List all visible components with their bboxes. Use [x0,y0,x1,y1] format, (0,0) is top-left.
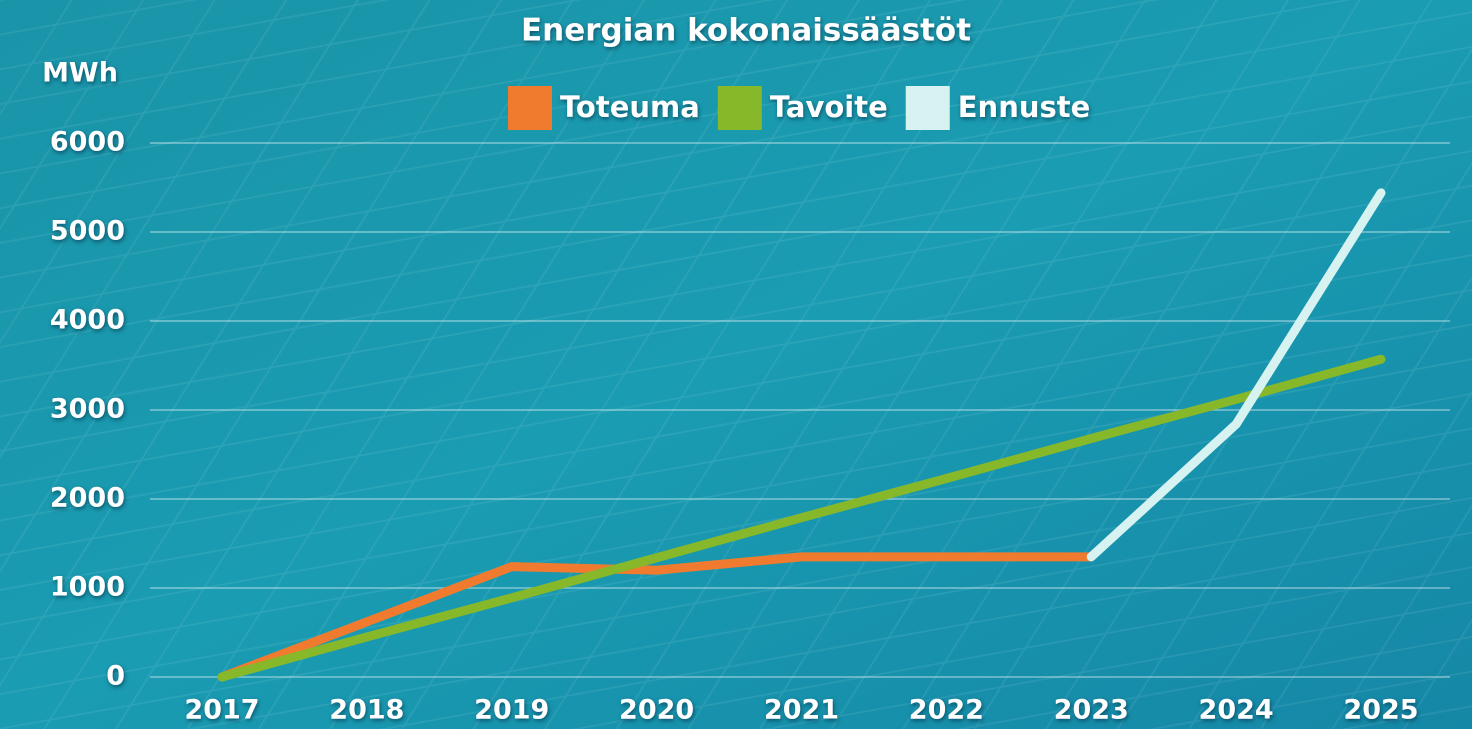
x-tick-label: 2024 [1199,695,1274,726]
series-line [1086,188,1386,562]
y-tick-label: 4000 [50,305,125,336]
x-tick-label: 2021 [764,695,839,726]
x-tick-label: 2017 [184,695,259,726]
x-tick-label: 2022 [909,695,984,726]
legend-label: Tavoite [770,90,888,124]
series-line [217,552,1096,682]
series-line [217,354,1386,682]
y-axis-label: MWh [42,58,118,89]
legend-label: Ennuste [958,90,1091,124]
x-tick-label: 2023 [1054,695,1129,726]
y-tick-label: 3000 [50,394,125,425]
x-tick-label: 2018 [329,695,404,726]
chart-title: Energian kokonaissäästöt [521,13,971,49]
y-tick-label: 5000 [50,216,125,247]
y-tick-label: 1000 [50,572,125,603]
legend-swatch [508,86,552,130]
x-tick-label: 2020 [619,695,694,726]
y-tick-label: 6000 [50,127,125,158]
y-tick-label: 2000 [50,483,125,514]
legend-swatch [717,86,762,130]
legend-swatch [905,86,950,130]
x-tick-label: 2019 [474,695,549,726]
x-tick-label: 2025 [1343,695,1418,726]
y-tick-label: 0 [106,661,125,692]
legend-label: Toteuma [560,90,700,124]
